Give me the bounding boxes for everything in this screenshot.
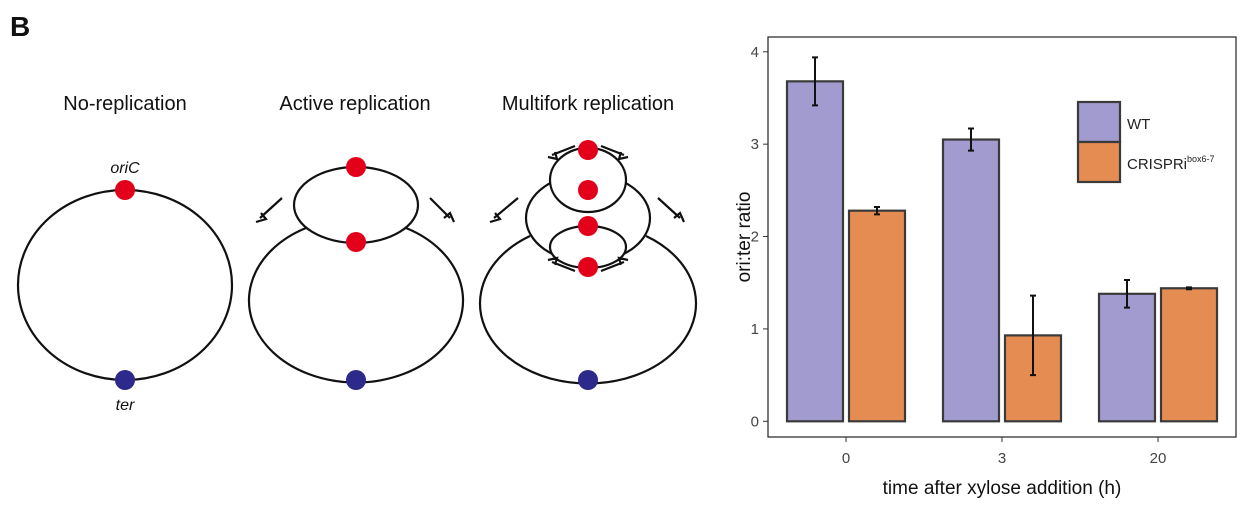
error-bar	[1186, 287, 1192, 289]
x-axis-label: time after xylose addition (h)	[883, 478, 1122, 499]
y-tick-label: 2	[751, 229, 759, 246]
replication-bubble	[294, 167, 418, 243]
figure: B No-replication Active replication Mult…	[0, 0, 1244, 502]
y-tick-label: 0	[751, 413, 759, 430]
y-tick-label: 1	[751, 321, 759, 338]
legend-swatch	[1078, 102, 1120, 142]
legend-label: CRISPRibox6-7	[1127, 154, 1215, 173]
ori-label: oriC	[110, 160, 140, 177]
ori-dot	[578, 257, 598, 277]
fork-arrow	[256, 198, 454, 222]
ter-dot	[578, 370, 598, 390]
ter-label: ter	[116, 397, 135, 414]
ori-dot	[578, 216, 598, 236]
legend-label: WT	[1127, 116, 1150, 133]
bar	[849, 211, 905, 422]
legend-superscript: box6-7	[1187, 154, 1215, 164]
bar	[1161, 288, 1217, 421]
chromosome	[18, 190, 232, 380]
ori-dot	[346, 157, 366, 177]
ori-dot	[578, 180, 598, 200]
ter-dot	[115, 370, 135, 390]
diagram-title: No-replication	[63, 93, 186, 115]
legend-name: CRISPRi	[1127, 156, 1187, 173]
diagram-title: Active replication	[279, 93, 430, 115]
legend-name: WT	[1127, 116, 1150, 133]
ori-dot	[346, 232, 366, 252]
ori-dot	[115, 180, 135, 200]
x-tick-label: 0	[842, 450, 850, 467]
panel-label: B	[10, 11, 30, 42]
bar	[943, 140, 999, 422]
ori-dot	[578, 140, 598, 160]
bar	[1099, 294, 1155, 421]
y-tick-label: 3	[751, 136, 759, 153]
x-tick-label: 3	[998, 450, 1006, 467]
y-tick-label: 4	[751, 44, 759, 61]
bar	[787, 81, 843, 421]
loci	[115, 140, 598, 390]
x-tick-label: 20	[1150, 450, 1167, 467]
diagram-title: Multifork replication	[502, 93, 674, 115]
legend-swatch	[1078, 142, 1120, 182]
ter-dot	[346, 370, 366, 390]
